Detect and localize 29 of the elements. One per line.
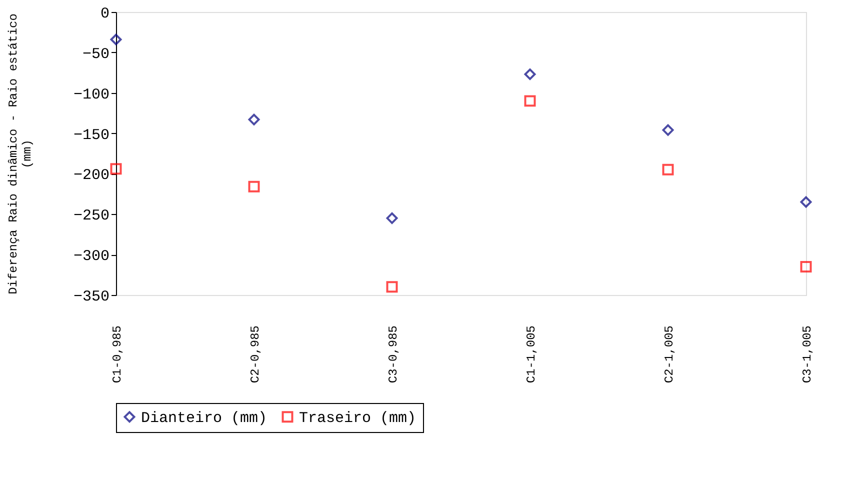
point [110, 163, 122, 175]
x-tick-label: C3-1,005 [800, 326, 814, 384]
point [386, 212, 398, 224]
y-tick-label: −350 [73, 288, 110, 306]
point [248, 114, 260, 126]
point [662, 164, 674, 176]
legend-label: Traseiro (mm) [299, 410, 416, 427]
point [110, 34, 122, 46]
legend-label: Dianteiro (mm) [141, 410, 268, 427]
y-tick-label: 0 [100, 6, 110, 22]
point [524, 68, 536, 80]
y-tick-label: −250 [73, 208, 110, 225]
x-tick-label: C1-0,985 [110, 326, 124, 384]
y-tick-label: −150 [73, 126, 110, 144]
x-tick-label: C1-1,005 [524, 326, 538, 384]
y-tick-label: −50 [82, 46, 110, 63]
x-tick-label: C2-0,985 [248, 326, 262, 384]
point [800, 260, 812, 272]
y-tick-label: −300 [73, 248, 110, 266]
point [386, 281, 398, 293]
point [524, 95, 536, 107]
point [800, 196, 812, 208]
x-tick-label: C2-1,005 [662, 326, 676, 384]
y-tick-label: −200 [73, 167, 110, 184]
y-axis-title: Diferença Raio dinâmico - Raio estático (mm) [6, 14, 34, 294]
point [248, 180, 260, 192]
point [662, 124, 674, 136]
y-tick-label: −100 [73, 86, 110, 104]
x-tick-label: C3-0,985 [386, 326, 400, 384]
